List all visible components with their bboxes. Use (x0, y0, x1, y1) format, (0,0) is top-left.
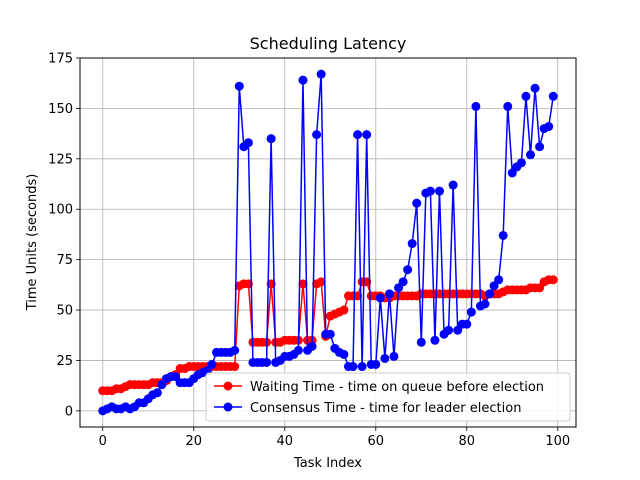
x-tick-label: 60 (368, 434, 385, 449)
data-point (230, 362, 240, 372)
data-point (544, 122, 554, 132)
data-point (316, 69, 326, 79)
y-tick-label: 175 (48, 52, 73, 67)
data-point (430, 335, 440, 345)
data-point (380, 353, 390, 363)
axis-ticks: 0 20 40 60 80 100 0 25 50 75 100 125 150 175 (48, 52, 570, 450)
data-point (375, 293, 385, 303)
data-point (471, 101, 481, 111)
data-point (230, 345, 240, 355)
data-point (152, 388, 162, 398)
data-point (416, 337, 426, 347)
data-point (525, 150, 535, 160)
data-point (339, 349, 349, 359)
data-point (353, 130, 363, 140)
data-point (325, 329, 335, 339)
legend: Waiting Time - time on queue before elec… (205, 372, 571, 422)
data-point (535, 142, 545, 152)
y-tick-label: 50 (56, 304, 73, 319)
data-point (480, 299, 490, 309)
legend-label-consensus: Consensus Time - time for leader electio… (250, 401, 521, 416)
x-tick-label: 40 (276, 434, 293, 449)
data-point (398, 277, 408, 287)
legend-marker-waiting (223, 381, 233, 391)
data-point (503, 101, 513, 111)
data-point (362, 130, 372, 140)
legend-box (205, 372, 571, 422)
x-tick-label: 80 (459, 434, 476, 449)
data-point (448, 180, 458, 190)
data-point (262, 357, 272, 367)
data-point (312, 130, 322, 140)
data-point (339, 305, 349, 315)
data-point (298, 75, 308, 85)
data-point (407, 239, 417, 249)
series-layer (98, 69, 558, 416)
plot-frame (79, 57, 577, 428)
data-point (266, 134, 276, 144)
series-1 (98, 69, 558, 416)
data-point (466, 307, 476, 317)
data-point (494, 275, 504, 285)
data-point (462, 319, 472, 329)
data-point (444, 325, 454, 335)
y-tick-label: 150 (48, 102, 73, 117)
data-point (307, 341, 317, 351)
chart-title: Scheduling Latency (250, 34, 407, 53)
data-point (403, 265, 413, 275)
y-axis-title: Time Units (seconds) (25, 174, 40, 312)
data-point (521, 91, 531, 101)
data-point (234, 81, 244, 91)
data-point (434, 186, 444, 196)
x-tick-label: 100 (545, 434, 570, 449)
data-point (371, 359, 381, 369)
x-tick-label: 20 (185, 434, 202, 449)
data-point (316, 277, 326, 287)
x-tick-label: 0 (99, 434, 107, 449)
data-point (412, 198, 422, 208)
data-point (485, 289, 495, 299)
y-tick-label: 0 (65, 404, 73, 419)
data-point (243, 138, 253, 148)
data-point (293, 345, 303, 355)
y-tick-label: 100 (48, 203, 73, 218)
x-axis-title: Task Index (293, 456, 362, 471)
data-point (548, 275, 558, 285)
data-point (348, 362, 358, 372)
legend-marker-consensus (223, 402, 233, 412)
data-point (425, 186, 435, 196)
y-tick-label: 75 (56, 253, 73, 268)
data-point (384, 289, 394, 299)
data-point (548, 91, 558, 101)
data-point (389, 351, 399, 361)
y-tick-label: 125 (48, 152, 73, 167)
data-point (207, 359, 217, 369)
y-tick-label: 25 (56, 354, 73, 369)
data-point (516, 158, 526, 168)
data-point (353, 291, 363, 301)
data-point (357, 362, 367, 372)
data-point (498, 230, 508, 240)
data-point (530, 83, 540, 93)
legend-label-waiting: Waiting Time - time on queue before elec… (250, 380, 544, 395)
data-point (298, 279, 308, 289)
